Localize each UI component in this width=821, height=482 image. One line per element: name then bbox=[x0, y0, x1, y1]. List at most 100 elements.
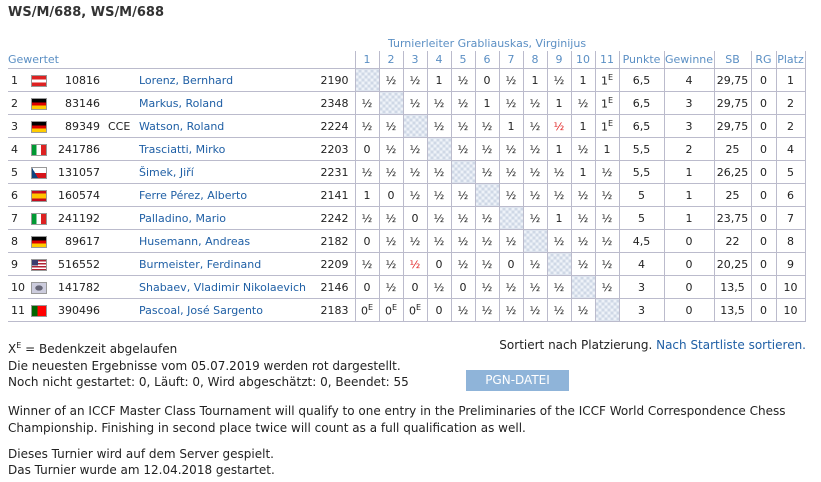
result: 0 bbox=[360, 304, 368, 318]
result-cell: ½ bbox=[378, 252, 404, 276]
result-cell: ½ bbox=[522, 160, 548, 184]
sort-label: Sortiert nach Platzierung. bbox=[499, 338, 653, 352]
result-cell: 0 bbox=[426, 298, 452, 322]
result-cell: ½ bbox=[402, 91, 428, 115]
result-cell: 1 bbox=[546, 91, 572, 115]
row-number: 8 bbox=[8, 229, 28, 253]
result-cell: ½ bbox=[378, 114, 404, 138]
column-header: Punkte bbox=[618, 51, 665, 69]
player-id: 89617 bbox=[50, 229, 100, 253]
result-cell: ½ bbox=[570, 252, 596, 276]
result-cell: ½ bbox=[426, 275, 452, 299]
player-name[interactable]: Šimek, Jiří bbox=[139, 165, 194, 179]
diagonal-cell bbox=[522, 229, 548, 253]
player-row: 2 83146 Markus, Roland 2348 ½ ½ ½ ½ 1 ½ ½ 1 ½ 1E 6,5 3 2… bbox=[8, 91, 806, 115]
result-cell: ½ bbox=[402, 252, 428, 276]
column-header: 2 bbox=[378, 51, 404, 69]
result-cell: ½ bbox=[546, 275, 572, 299]
result-sup: E bbox=[391, 302, 398, 312]
result-cell: ½ bbox=[402, 137, 428, 161]
player-id: 89349 bbox=[50, 114, 100, 138]
player-name[interactable]: Pascoal, José Sargento bbox=[139, 303, 263, 317]
sb: 29,75 bbox=[713, 68, 752, 92]
player-name[interactable]: Shabaev, Vladimir Nikolaevich bbox=[139, 280, 306, 294]
column-header: 4 bbox=[426, 51, 452, 69]
player-name[interactable]: Lorenz, Bernhard bbox=[139, 73, 234, 87]
result-cell: ½ bbox=[378, 137, 404, 161]
rg: 0 bbox=[750, 229, 777, 253]
player-row: 3 89349 CCE Watson, Roland 2224 ½ ½ ½ ½ ½ 1 ½ ½ 1 1E 6,… bbox=[8, 114, 806, 138]
result-cell: ½ bbox=[498, 91, 524, 115]
result-cell: ½ bbox=[426, 160, 452, 184]
rating: 2242 bbox=[315, 206, 355, 230]
player-id: 241192 bbox=[50, 206, 100, 230]
header-row: Gewertet 1 2 3 4 5 6 7 8 9 10 11 Punkte Gewinne SB RG Pl… bbox=[8, 51, 806, 69]
result-cell: ½ bbox=[522, 91, 548, 115]
player-name[interactable]: Burmeister, Ferdinand bbox=[139, 257, 262, 271]
result-cell: 1E bbox=[594, 91, 620, 115]
player-name[interactable]: Trasciatti, Mirko bbox=[139, 142, 226, 156]
result-cell: 0 bbox=[354, 229, 380, 253]
player-name[interactable]: Palladino, Mario bbox=[139, 211, 227, 225]
place: 9 bbox=[775, 252, 806, 276]
row-number: 11 bbox=[8, 298, 28, 322]
player-title: CCE bbox=[100, 114, 135, 138]
column-header: 3 bbox=[402, 51, 428, 69]
player-row: 11 390496 Pascoal, José Sargento 2183 0E 0E 0E… bbox=[8, 298, 806, 322]
player-name[interactable]: Husemann, Andreas bbox=[139, 234, 251, 248]
wins: 0 bbox=[663, 275, 715, 299]
result-cell: 1E bbox=[594, 68, 620, 92]
result-cell: 1 bbox=[570, 114, 596, 138]
row-number: 3 bbox=[8, 114, 28, 138]
result-cell: 0 bbox=[354, 137, 380, 161]
column-header: 8 bbox=[522, 51, 548, 69]
legend-sup: E bbox=[16, 341, 22, 350]
result-cell: 0 bbox=[354, 275, 380, 299]
player-name[interactable]: Markus, Roland bbox=[139, 96, 224, 110]
result: 0 bbox=[384, 304, 392, 318]
result-cell: ½ bbox=[498, 68, 524, 92]
row-number: 2 bbox=[8, 91, 28, 115]
pgn-button[interactable]: PGN-DATEI bbox=[466, 370, 569, 391]
flag-cell bbox=[28, 68, 50, 92]
sb: 29,75 bbox=[713, 91, 752, 115]
sb: 22 bbox=[713, 229, 752, 253]
points: 5 bbox=[618, 183, 665, 207]
player-id: 141782 bbox=[50, 275, 100, 299]
rating: 2182 bbox=[315, 229, 355, 253]
player-row: 5 131057 Šimek, Jiří 2231 ½ ½ ½ ½ ½ ½ ½ ½ 1 ½ 5,5 1 26,2… bbox=[8, 160, 806, 184]
player-row: 6 160574 Ferre Pérez, Alberto 2141 1 0 ½ ½ ½ ½ ½ ½ ½… bbox=[8, 183, 806, 207]
place: 4 bbox=[775, 137, 806, 161]
points: 5,5 bbox=[618, 137, 665, 161]
result-cell: ½ bbox=[498, 137, 524, 161]
result-cell: 0E bbox=[354, 298, 380, 322]
legend: XE = Bedenkzeit abgelaufen bbox=[8, 341, 177, 356]
result-sup: E bbox=[607, 72, 614, 82]
result-sup: E bbox=[607, 118, 614, 128]
rating: 2146 bbox=[315, 275, 355, 299]
rating: 2231 bbox=[315, 160, 355, 184]
result-cell: 0 bbox=[498, 252, 524, 276]
result-cell: ½ bbox=[474, 206, 500, 230]
place: 10 bbox=[775, 275, 806, 299]
player-id: 10816 bbox=[50, 68, 100, 92]
flag-cell bbox=[28, 252, 50, 276]
crosstable: Turnierleiter Grabliauskas, Virginijus Ge… bbox=[8, 36, 806, 322]
flag-cell bbox=[28, 206, 50, 230]
sort-link[interactable]: Nach Startliste sortieren. bbox=[656, 338, 806, 352]
result-cell: ½ bbox=[474, 160, 500, 184]
result-cell: ½ bbox=[570, 91, 596, 115]
player-name[interactable]: Ferre Pérez, Alberto bbox=[139, 188, 248, 202]
place: 2 bbox=[775, 114, 806, 138]
place: 6 bbox=[775, 183, 806, 207]
result-cell: ½ bbox=[570, 137, 596, 161]
diagonal-cell bbox=[498, 206, 524, 230]
result: 1 bbox=[600, 74, 608, 88]
result-cell: ½ bbox=[474, 252, 500, 276]
director-row: Turnierleiter Grabliauskas, Virginijus bbox=[8, 36, 805, 51]
result-cell: ½ bbox=[594, 275, 620, 299]
result-cell: 0 bbox=[378, 183, 404, 207]
name-cell: Husemann, Andreas bbox=[135, 229, 315, 253]
player-name[interactable]: Watson, Roland bbox=[139, 119, 225, 133]
